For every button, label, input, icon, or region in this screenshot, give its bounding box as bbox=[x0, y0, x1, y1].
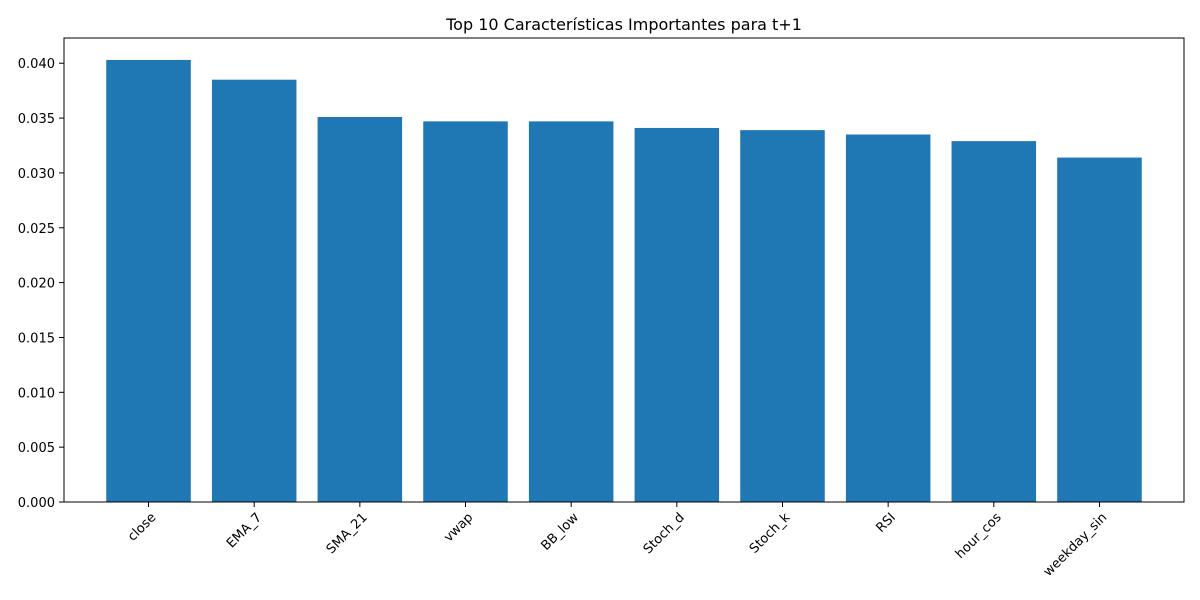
x-tick-label: weekday_sin bbox=[1041, 510, 1110, 579]
bar-weekday_sin bbox=[1057, 157, 1142, 503]
bar-vwap bbox=[423, 121, 508, 503]
chart-title: Top 10 Características Importantes para … bbox=[445, 15, 802, 34]
bar-SMA_21 bbox=[317, 116, 403, 502]
bar-Stoch_k bbox=[740, 130, 825, 502]
y-tick-label: 0.005 bbox=[18, 441, 55, 456]
y-tick-label: 0.020 bbox=[18, 277, 55, 292]
x-axis: close EMA_7 SMA_21 vwap BB_low Stoch_d Stoch_k… bbox=[125, 502, 1110, 580]
bar-BB_low bbox=[528, 121, 614, 503]
plot-frame bbox=[63, 37, 1185, 503]
x-tick-label: EMA_7 bbox=[224, 510, 265, 551]
x-tick-label: BB_low bbox=[538, 510, 582, 554]
x-tick-label: close bbox=[125, 510, 159, 544]
y-tick-label: 0.025 bbox=[18, 222, 55, 237]
bars-group bbox=[106, 59, 1142, 503]
x-tick-label: RSI bbox=[873, 510, 899, 536]
x-tick-label: vwap bbox=[441, 510, 476, 545]
x-tick-label: SMA_21 bbox=[324, 510, 371, 557]
y-tick-label: 0.010 bbox=[18, 386, 55, 401]
bar-RSI bbox=[845, 134, 931, 503]
y-axis: 0.000 0.005 0.010 0.015 0.020 0.025 0.030 0.035… bbox=[18, 57, 64, 511]
y-tick-label: 0.030 bbox=[18, 167, 55, 182]
y-tick-label: 0.040 bbox=[18, 57, 55, 72]
bar-EMA_7 bbox=[211, 79, 297, 502]
y-tick-label: 0.000 bbox=[18, 496, 55, 511]
bar-hour_cos bbox=[951, 141, 1037, 502]
bar-close bbox=[106, 59, 191, 502]
x-tick-label: Stoch_d bbox=[641, 510, 688, 557]
y-tick-label: 0.035 bbox=[18, 112, 55, 127]
y-tick-label: 0.015 bbox=[18, 331, 55, 346]
x-tick-label: hour_cos bbox=[953, 510, 1005, 562]
bar-Stoch_d bbox=[634, 127, 720, 502]
x-tick-label: Stoch_k bbox=[747, 510, 794, 557]
